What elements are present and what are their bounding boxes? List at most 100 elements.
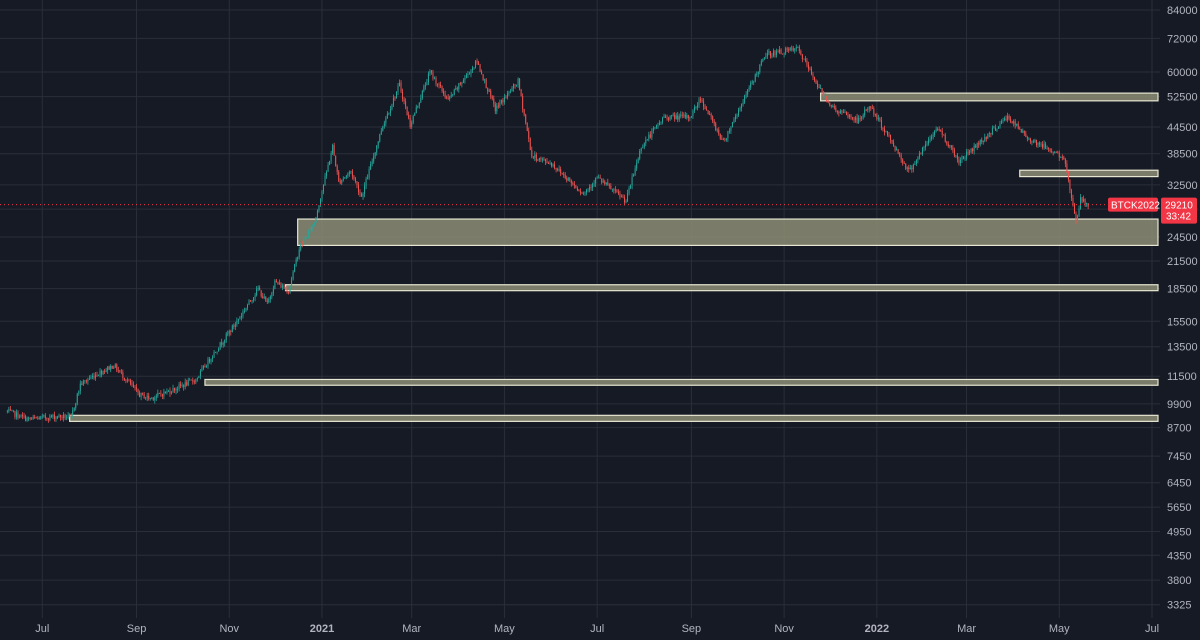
candle bbox=[96, 371, 98, 377]
support-resistance-zones[interactable] bbox=[69, 92, 1159, 422]
candle bbox=[272, 285, 274, 297]
candle-body bbox=[683, 114, 685, 116]
candle bbox=[883, 125, 885, 136]
candle bbox=[1077, 214, 1079, 223]
candle bbox=[75, 402, 77, 411]
candle-body bbox=[845, 112, 847, 115]
candle bbox=[747, 89, 749, 98]
candle bbox=[247, 303, 249, 311]
candle-body bbox=[721, 138, 723, 140]
candle bbox=[651, 128, 653, 141]
candle bbox=[1057, 150, 1059, 154]
candle-body bbox=[903, 162, 905, 164]
candle bbox=[332, 143, 334, 156]
candle-body bbox=[22, 414, 24, 416]
candle bbox=[458, 82, 460, 93]
candle bbox=[782, 53, 784, 55]
candle bbox=[672, 112, 674, 117]
candle-body bbox=[394, 97, 396, 99]
candle bbox=[253, 296, 255, 303]
candle-body bbox=[972, 148, 974, 152]
candle-body bbox=[134, 386, 136, 388]
candle-body bbox=[1046, 148, 1048, 150]
candle bbox=[964, 155, 966, 162]
candle-body bbox=[675, 115, 677, 119]
time-tick-label: Jul bbox=[1145, 623, 1159, 635]
candle-body bbox=[1054, 152, 1056, 153]
candle bbox=[163, 388, 165, 400]
candle bbox=[818, 84, 820, 89]
candle bbox=[949, 144, 951, 149]
candle-body bbox=[535, 154, 537, 161]
price-tick-label: 4950 bbox=[1167, 526, 1191, 538]
candle bbox=[760, 59, 762, 67]
candle bbox=[1032, 139, 1034, 144]
candle bbox=[233, 323, 235, 330]
candle-body bbox=[966, 151, 968, 159]
candle-body bbox=[631, 176, 633, 186]
candle bbox=[526, 122, 528, 132]
candle bbox=[624, 194, 626, 206]
candle bbox=[435, 76, 437, 87]
candle bbox=[171, 390, 173, 395]
candle-body bbox=[111, 365, 113, 369]
candle-body bbox=[649, 134, 651, 138]
candle bbox=[731, 121, 733, 128]
candle bbox=[131, 379, 133, 387]
zone-11k[interactable] bbox=[204, 378, 1159, 386]
zone-52k[interactable] bbox=[820, 92, 1159, 102]
bar-countdown: 33:42 bbox=[1166, 212, 1191, 223]
candle bbox=[198, 375, 200, 379]
candle bbox=[437, 83, 439, 88]
candle-body bbox=[190, 379, 192, 381]
candle bbox=[765, 52, 767, 59]
candle-body bbox=[254, 295, 256, 298]
candle-body bbox=[652, 128, 654, 131]
candle bbox=[414, 112, 416, 116]
zone-35k[interactable] bbox=[1019, 169, 1159, 178]
candle-body bbox=[561, 173, 563, 174]
zone-9k[interactable] bbox=[69, 414, 1159, 422]
candle-body bbox=[648, 134, 650, 140]
candle-body bbox=[357, 185, 359, 192]
candle bbox=[1022, 128, 1024, 134]
candle bbox=[586, 188, 588, 196]
candle-body bbox=[753, 81, 755, 83]
candle-body bbox=[909, 167, 911, 170]
candle bbox=[894, 145, 896, 152]
price-axis[interactable]: 8400072000600005250044500385003250028500… bbox=[1167, 5, 1198, 612]
candle bbox=[856, 113, 858, 124]
candle bbox=[37, 415, 39, 420]
candle bbox=[1046, 145, 1048, 150]
candle bbox=[1060, 156, 1062, 158]
candle-body bbox=[26, 417, 28, 421]
candle-body bbox=[525, 114, 527, 123]
candle bbox=[250, 300, 252, 302]
candle-body bbox=[820, 88, 822, 89]
candle bbox=[741, 103, 743, 112]
candle bbox=[262, 292, 264, 299]
candle bbox=[917, 156, 919, 164]
zone-18k[interactable] bbox=[284, 284, 1159, 292]
time-axis[interactable]: Jul Sep Nov 2021 Mar May Jul Sep Nov 2022 Mar May Ju… bbox=[35, 623, 1159, 635]
zone-25k[interactable] bbox=[297, 218, 1159, 247]
candle bbox=[243, 307, 245, 314]
candle bbox=[76, 392, 78, 406]
candle-body bbox=[610, 186, 612, 190]
candle-body bbox=[409, 118, 411, 128]
candle-body bbox=[414, 113, 416, 116]
candle-body bbox=[470, 70, 472, 74]
candle bbox=[377, 141, 379, 149]
last-price-tag bbox=[1161, 197, 1197, 224]
candle bbox=[631, 173, 633, 190]
candle bbox=[652, 126, 654, 134]
candle bbox=[897, 149, 899, 155]
candle bbox=[880, 116, 882, 131]
candle bbox=[379, 133, 381, 143]
candle-body bbox=[55, 416, 57, 419]
candle bbox=[15, 409, 17, 420]
candle bbox=[195, 378, 197, 385]
candle-body bbox=[304, 237, 306, 240]
